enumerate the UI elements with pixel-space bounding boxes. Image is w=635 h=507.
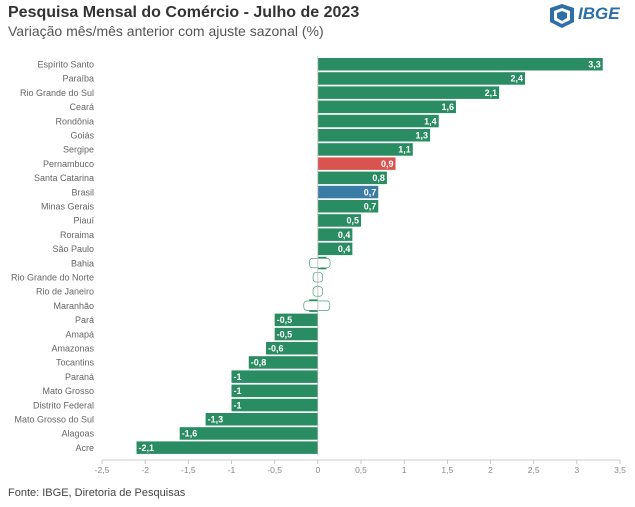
category-label: Ceará (69, 102, 94, 112)
value-label: 0,9 (381, 159, 394, 169)
value-label: -1 (234, 372, 242, 382)
x-tick-label: 3,5 (614, 465, 626, 475)
category-label: Mato Grosso do Sul (14, 414, 94, 424)
category-label: Bahia (71, 258, 94, 268)
value-label: -1 (234, 386, 242, 396)
value-label: 0,7 (364, 187, 377, 197)
category-label: Minas Gerais (41, 201, 95, 211)
bar (232, 385, 318, 398)
bar (318, 101, 456, 114)
x-tick-label: 0,5 (355, 465, 367, 475)
value-label: 3,3 (588, 59, 601, 69)
category-label: Paraíba (62, 74, 94, 84)
value-label: 0,5 (346, 216, 359, 226)
value-label: -1,3 (208, 414, 224, 424)
x-tick-label: -2,5 (95, 465, 110, 475)
value-label: 0,4 (338, 244, 351, 254)
x-tick-label: 2,5 (528, 465, 540, 475)
x-tick-label: -2 (141, 465, 149, 475)
category-label: Maranhão (53, 301, 94, 311)
category-label: Amazonas (51, 343, 94, 353)
x-tick-label: 1 (402, 465, 407, 475)
value-label: 0,1 (314, 258, 327, 268)
value-label: 0,7 (364, 201, 377, 211)
category-label: Piauí (73, 216, 94, 226)
category-label: Mato Grosso (42, 386, 94, 396)
category-label: Pernambuco (43, 159, 94, 169)
category-label: Rio de Janeiro (36, 287, 94, 297)
category-label: Paraná (65, 372, 94, 382)
bar (232, 399, 318, 412)
category-label: Distrito Federal (33, 400, 94, 410)
value-label: 1,1 (398, 145, 411, 155)
bar (318, 72, 525, 85)
category-label: Rio Grande do Norte (11, 272, 94, 282)
source-note: Fonte: IBGE, Diretoria de Pesquisas (8, 487, 185, 499)
value-label: -1 (234, 400, 242, 410)
value-label: 1,6 (441, 102, 454, 112)
category-label: Rio Grande do Sul (20, 88, 94, 98)
value-label: 0,8 (372, 173, 385, 183)
value-label: -0,5 (277, 315, 293, 325)
category-label: Santa Catarina (34, 173, 94, 183)
bar (318, 86, 499, 99)
bar (318, 129, 430, 142)
value-label: 2,1 (485, 88, 498, 98)
bar (137, 441, 318, 454)
value-label: -0,6 (268, 343, 284, 353)
category-label: Goiás (70, 130, 94, 140)
category-label: Rondônia (55, 116, 94, 126)
category-label: Tocantins (56, 358, 95, 368)
bar (232, 370, 318, 383)
x-tick-label: 3 (574, 465, 579, 475)
value-label: -1,6 (182, 429, 198, 439)
value-label: -0,8 (251, 358, 267, 368)
category-label: Amapá (65, 329, 94, 339)
x-tick-label: -1 (228, 465, 236, 475)
value-label: 1,3 (416, 130, 429, 140)
value-label: 0,4 (338, 230, 351, 240)
category-label: Roraima (60, 230, 94, 240)
x-tick-label: -0,5 (267, 465, 282, 475)
value-label: -0,5 (277, 329, 293, 339)
value-label: 2,4 (511, 74, 524, 84)
bar (318, 115, 439, 128)
category-label: Espírito Santo (37, 59, 94, 69)
value-label: -0,1 (309, 301, 325, 311)
x-tick-label: 2 (488, 465, 493, 475)
category-label: São Paulo (52, 244, 94, 254)
bar (180, 427, 318, 440)
x-tick-label: -1,5 (181, 465, 196, 475)
value-label: -2,1 (139, 443, 155, 453)
value-label: 1,4 (424, 116, 437, 126)
category-label: Alagoas (61, 429, 94, 439)
category-label: Acre (75, 443, 94, 453)
bar (318, 58, 603, 71)
category-label: Pará (75, 315, 94, 325)
category-label: Sergipe (63, 145, 94, 155)
x-tick-label: 0 (315, 465, 320, 475)
x-tick-label: 1,5 (441, 465, 453, 475)
category-label: Brasil (71, 187, 94, 197)
